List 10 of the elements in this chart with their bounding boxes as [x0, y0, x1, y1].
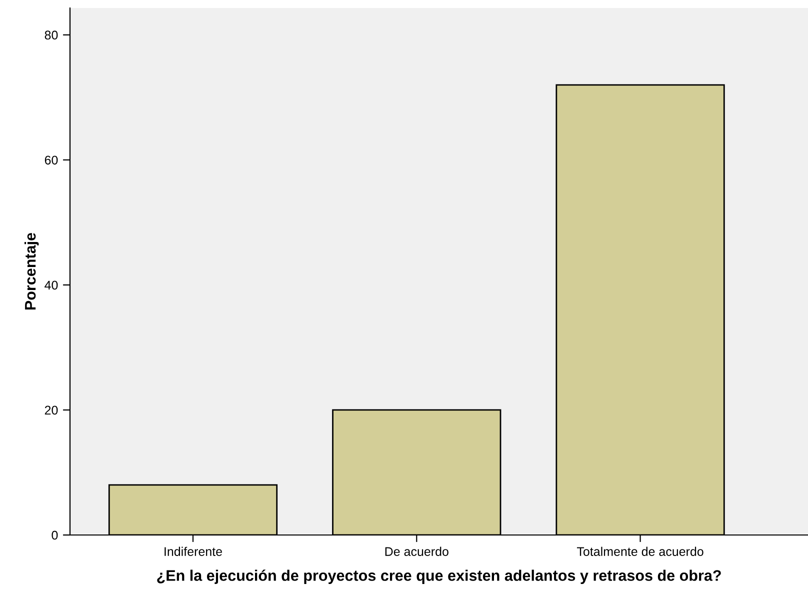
- x-tick-label: Indiferente: [164, 546, 222, 556]
- x-tick-label: De acuerdo: [385, 546, 448, 556]
- x-tick-label: Totalmente de acuerdo: [576, 546, 704, 556]
- x-axis-title: ¿En la ejecución de proyectos cree que existen adelantos y retrasos de obra?: [157, 570, 721, 584]
- y-tick-label: 80: [44, 30, 58, 40]
- y-tick-label: 20: [44, 406, 58, 415]
- y-axis-title: Porcentaje: [24, 232, 39, 310]
- y-tick-label: 0: [52, 530, 58, 540]
- y-tick-label: 60: [44, 156, 58, 165]
- y-tick-label: 40: [44, 280, 58, 290]
